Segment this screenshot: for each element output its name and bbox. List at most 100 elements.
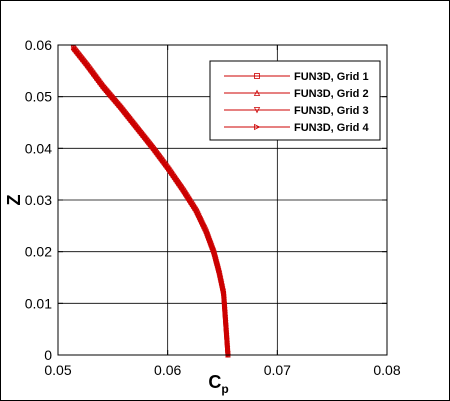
data-point <box>165 165 172 172</box>
y-tick-label: 0.01 <box>25 295 52 311</box>
data-point <box>222 305 228 311</box>
data-point <box>132 122 138 128</box>
data-point <box>155 151 161 157</box>
series-3 <box>71 46 231 358</box>
tick-marks <box>57 44 388 356</box>
data-point <box>223 318 229 324</box>
series-2 <box>71 45 231 358</box>
data-point <box>80 56 86 62</box>
data-point <box>175 180 182 186</box>
data-point <box>153 149 159 155</box>
data-point <box>222 315 229 321</box>
legend: FUN3D, Grid 1 FUN3D, Grid 2 FUN3D, Grid 3 F… <box>209 60 381 141</box>
series-group <box>70 45 231 358</box>
data-point <box>189 200 195 207</box>
data-point <box>188 198 194 205</box>
data-point <box>182 190 189 196</box>
legend-label: FUN3D, Grid 4 <box>294 122 369 134</box>
data-point <box>128 117 134 123</box>
legend-marker <box>253 89 261 96</box>
data-point <box>223 325 230 332</box>
data-point <box>123 111 130 117</box>
data-point <box>150 145 156 151</box>
x-axis-title-main: C <box>208 372 221 392</box>
data-point <box>90 70 97 77</box>
data-point <box>174 178 180 184</box>
legend-label: FUN3D, Grid 3 <box>294 105 369 117</box>
legend-entry: FUN3D, Grid 2 <box>224 88 369 100</box>
data-point <box>223 328 230 334</box>
data-point <box>72 46 78 52</box>
data-point <box>73 48 80 54</box>
data-point <box>94 74 100 81</box>
data-point <box>108 92 114 98</box>
data-point <box>104 88 111 95</box>
data-point <box>81 58 87 64</box>
data-point <box>222 312 229 319</box>
legend-marker <box>254 73 260 79</box>
data-point <box>122 109 128 115</box>
data-point <box>129 118 135 125</box>
data-point <box>225 349 231 355</box>
data-point <box>222 302 228 308</box>
data-point <box>159 157 166 163</box>
data-point <box>224 336 230 342</box>
data-point <box>192 205 198 211</box>
data-point <box>164 163 170 170</box>
y-tick-label: 0.04 <box>25 140 52 156</box>
x-tick-labels: 0.05 0.06 0.07 0.08 <box>44 362 400 378</box>
series-line <box>72 47 229 356</box>
data-point <box>98 81 104 87</box>
x-axis-title-subscript: p <box>221 382 228 396</box>
y-tick-label: 0.02 <box>25 244 52 260</box>
data-point <box>222 307 228 314</box>
data-point <box>144 137 150 143</box>
data-point <box>83 60 89 66</box>
data-point <box>131 120 137 127</box>
data-point <box>103 86 109 93</box>
data-point <box>84 62 91 68</box>
data-point <box>221 300 228 306</box>
data-point <box>126 115 133 121</box>
data-point <box>224 341 231 347</box>
data-point <box>181 188 187 194</box>
data-point <box>185 194 191 201</box>
series-4 <box>72 46 231 358</box>
series-line <box>72 47 229 356</box>
data-point <box>223 320 229 327</box>
data-point <box>140 132 146 138</box>
series-line <box>72 47 229 356</box>
data-point <box>222 310 228 316</box>
data-point <box>106 90 112 97</box>
data-point <box>224 343 231 350</box>
data-point <box>100 83 106 89</box>
data-point <box>184 192 190 198</box>
data-point <box>109 94 116 100</box>
data-point <box>186 196 193 203</box>
data-point <box>177 182 183 188</box>
data-point <box>158 155 164 161</box>
data-point <box>95 76 101 83</box>
data-point <box>178 184 185 190</box>
x-tick-label: 0.07 <box>264 362 291 378</box>
data-point <box>224 333 230 339</box>
data-point <box>78 54 84 60</box>
data-point <box>173 176 179 182</box>
data-point <box>117 103 124 110</box>
data-point <box>221 294 227 301</box>
x-axis-title: Cp <box>208 372 228 396</box>
data-point <box>223 323 229 329</box>
data-point <box>134 124 140 130</box>
series-1 <box>70 45 231 358</box>
legend-entry: FUN3D, Grid 1 <box>224 71 369 83</box>
x-tick-label: 0.05 <box>44 362 71 378</box>
data-point <box>120 107 127 113</box>
y-tick-label: 0.03 <box>25 192 52 208</box>
y-tick-label: 0 <box>44 347 52 363</box>
data-point <box>101 85 108 91</box>
data-point <box>170 172 176 178</box>
y-axis-title: Z <box>4 195 24 206</box>
data-point <box>224 338 230 345</box>
x-tick-label: 0.08 <box>373 362 400 378</box>
data-point <box>137 128 143 134</box>
